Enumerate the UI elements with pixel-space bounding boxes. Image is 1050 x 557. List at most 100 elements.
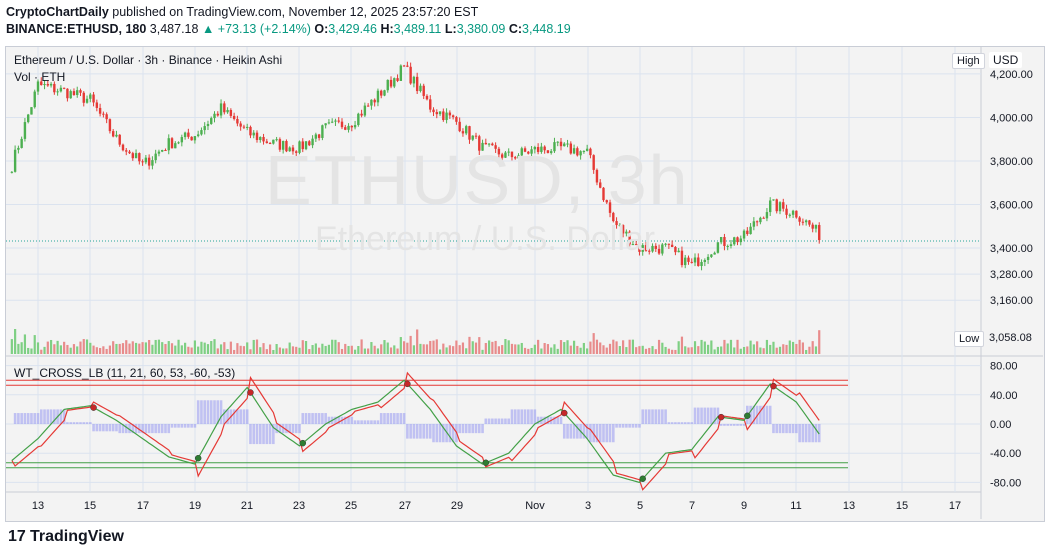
candle-body <box>579 151 582 156</box>
candle-body <box>95 102 99 108</box>
wt-histogram-bar <box>458 424 461 434</box>
wt-histogram-bar <box>383 413 386 424</box>
price-tick-label: 3,800.00 <box>990 156 1033 168</box>
candle-body <box>111 131 115 137</box>
candle-body <box>530 149 533 154</box>
wt-histogram-bar <box>484 418 488 424</box>
volume-bar <box>252 339 255 354</box>
volume-bar <box>671 349 674 354</box>
wt-histogram-bar <box>193 424 197 428</box>
volume-bar <box>167 341 170 354</box>
volume-bar <box>782 344 785 354</box>
wt-histogram-bar <box>523 409 527 424</box>
candle-body <box>700 262 703 267</box>
wt1-line <box>11 379 820 484</box>
wt-histogram-bar <box>386 413 390 424</box>
currency-selector[interactable]: USD <box>989 52 1023 68</box>
candle-body <box>661 244 664 254</box>
wt-histogram-bar <box>520 409 524 424</box>
wt-histogram-bar <box>373 420 376 424</box>
volume-bar <box>233 349 236 354</box>
volume-bar <box>739 348 742 354</box>
tradingview-logo[interactable]: 17 TradingView <box>8 528 124 546</box>
wt-histogram-bar <box>811 424 814 443</box>
time-tick-label: 11 <box>790 500 801 512</box>
chart-area[interactable] <box>5 46 1045 522</box>
candle-body <box>602 187 605 201</box>
candle-body <box>406 65 409 67</box>
wt-histogram-bar <box>379 413 383 424</box>
candle-body <box>527 151 530 154</box>
volume-bar <box>154 339 157 354</box>
volume-bar <box>403 341 406 354</box>
wt-histogram-bar <box>173 424 177 428</box>
volume-bar <box>762 348 765 354</box>
volume-bar <box>272 349 275 354</box>
volume-bar <box>452 346 455 354</box>
candle-body <box>733 237 736 245</box>
candle-body <box>451 115 455 118</box>
candle-body <box>118 134 121 145</box>
candle-body <box>608 202 612 213</box>
volume-bar <box>360 339 363 354</box>
wt-histogram-bar <box>321 413 324 424</box>
volume-bar <box>563 342 566 354</box>
wt-histogram-bar <box>546 416 550 424</box>
volume-bar <box>811 341 814 354</box>
candle-body <box>435 112 438 115</box>
candle-body <box>291 147 295 152</box>
wt-histogram-bar <box>298 424 301 434</box>
candle-body <box>739 238 742 243</box>
volume-bar <box>138 343 141 354</box>
candle-body <box>442 111 445 121</box>
candle-body <box>239 123 242 127</box>
volume-bar <box>108 345 112 354</box>
volume-bar <box>105 348 108 354</box>
wt-histogram-bar <box>543 416 546 424</box>
wt-histogram-bar <box>272 424 275 445</box>
candle-body <box>36 81 40 92</box>
wt-histogram-bar <box>680 422 684 424</box>
candle-body <box>458 121 461 132</box>
publisher-name[interactable]: CryptoChartDaily <box>6 5 109 19</box>
volume-bar <box>445 347 448 354</box>
volume-bar <box>350 345 353 354</box>
time-tick-label: 21 <box>241 500 253 512</box>
high-badge: High <box>952 53 985 69</box>
volume-bar <box>373 345 376 354</box>
volume-bar <box>458 345 461 354</box>
volume-bar <box>487 340 491 354</box>
volume-bar <box>507 340 510 354</box>
volume-bar <box>749 340 752 354</box>
candle-body <box>389 79 393 87</box>
wt-histogram-bar <box>232 409 236 424</box>
wt-histogram-bar <box>602 424 605 443</box>
volume-bar <box>43 346 46 354</box>
candle-body <box>478 136 481 151</box>
wt-histogram-bar <box>281 424 285 434</box>
series-title[interactable]: Ethereum / U.S. Dollar · 3h · Binance · … <box>14 53 283 67</box>
wt-histogram-bar <box>399 413 403 424</box>
volume-bar <box>213 339 216 354</box>
wt-histogram-bar <box>154 424 157 434</box>
wt-histogram-bar <box>494 418 497 424</box>
volume-bar <box>203 342 206 354</box>
wt-histogram-bar <box>141 424 144 434</box>
volume-bar <box>226 349 229 354</box>
candle-body <box>409 66 412 84</box>
candle-body <box>72 91 76 96</box>
osc-tick-label: 80.00 <box>990 361 1018 373</box>
wt-histogram-bar <box>343 416 347 424</box>
volume-bar <box>697 346 700 354</box>
candle-body <box>687 257 690 262</box>
candle-body <box>523 148 527 152</box>
candle-body <box>200 130 203 135</box>
wt-histogram-bar <box>223 409 226 424</box>
volume-bar <box>425 344 429 354</box>
wt-histogram-bar <box>190 424 193 428</box>
indicator-legend[interactable]: WT_CROSS_LB (11, 21, 60, 53, -60, -53) <box>14 366 236 380</box>
volume-bar <box>641 345 644 354</box>
candle-body <box>811 224 814 229</box>
volume-legend[interactable]: Vol · ETH <box>14 70 66 84</box>
